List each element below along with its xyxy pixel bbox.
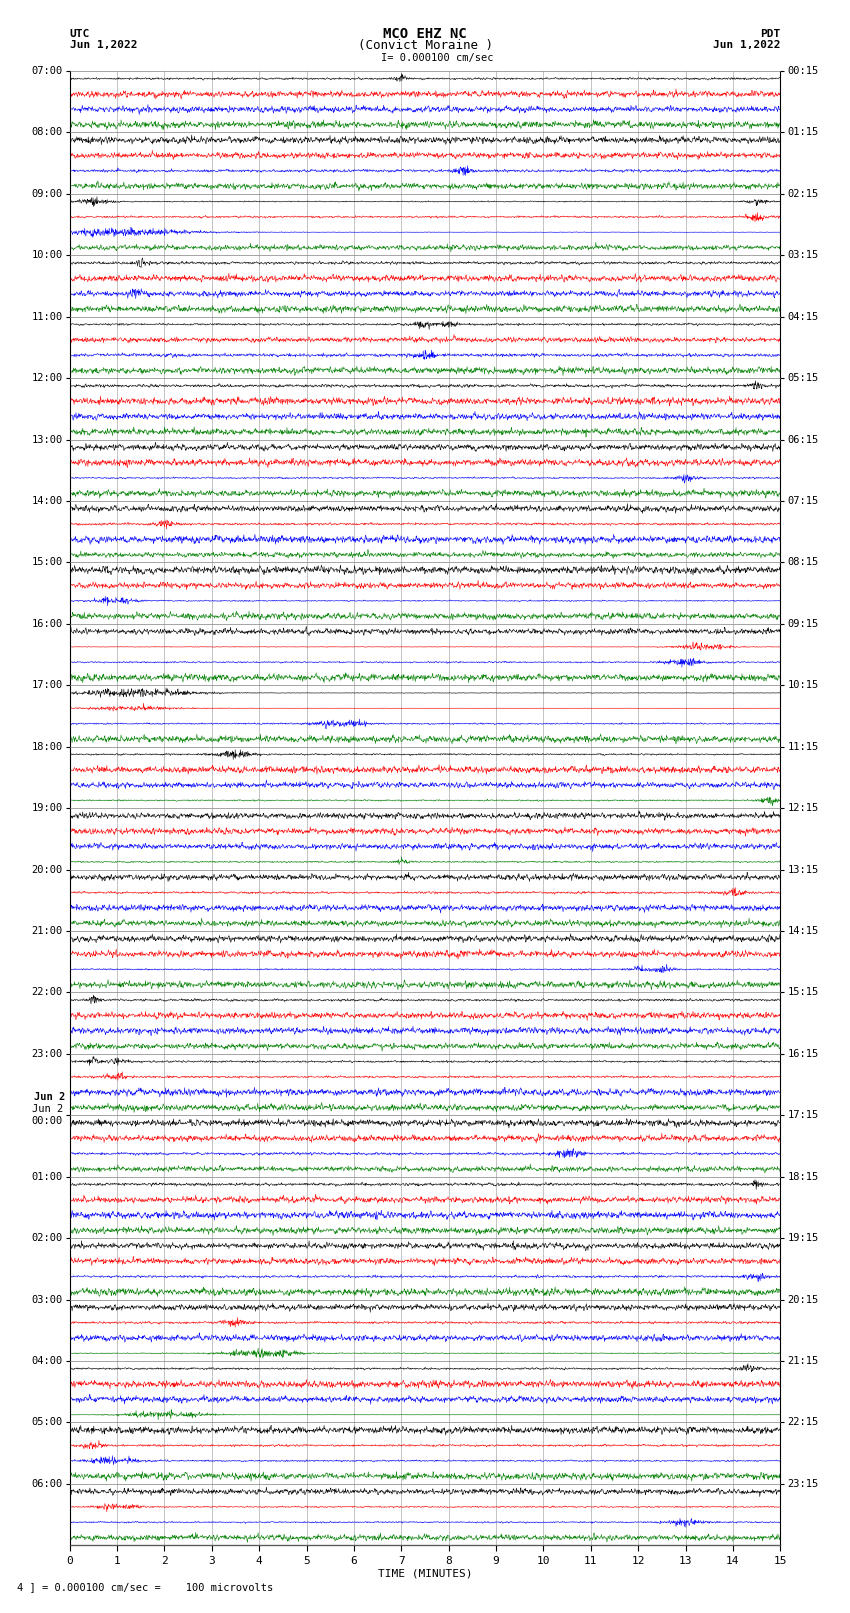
Text: Jun 1,2022: Jun 1,2022 xyxy=(70,40,137,50)
Text: 4 ] = 0.000100 cm/sec =    100 microvolts: 4 ] = 0.000100 cm/sec = 100 microvolts xyxy=(17,1582,273,1592)
Text: (Convict Moraine ): (Convict Moraine ) xyxy=(358,39,492,52)
Text: UTC: UTC xyxy=(70,29,90,39)
Text: Jun 2: Jun 2 xyxy=(34,1092,65,1102)
Text: Jun 1,2022: Jun 1,2022 xyxy=(713,40,780,50)
Text: MCO EHZ NC: MCO EHZ NC xyxy=(383,27,467,40)
X-axis label: TIME (MINUTES): TIME (MINUTES) xyxy=(377,1568,473,1579)
Text: I= 0.000100 cm/sec: I= 0.000100 cm/sec xyxy=(356,53,494,63)
Text: PDT: PDT xyxy=(760,29,780,39)
